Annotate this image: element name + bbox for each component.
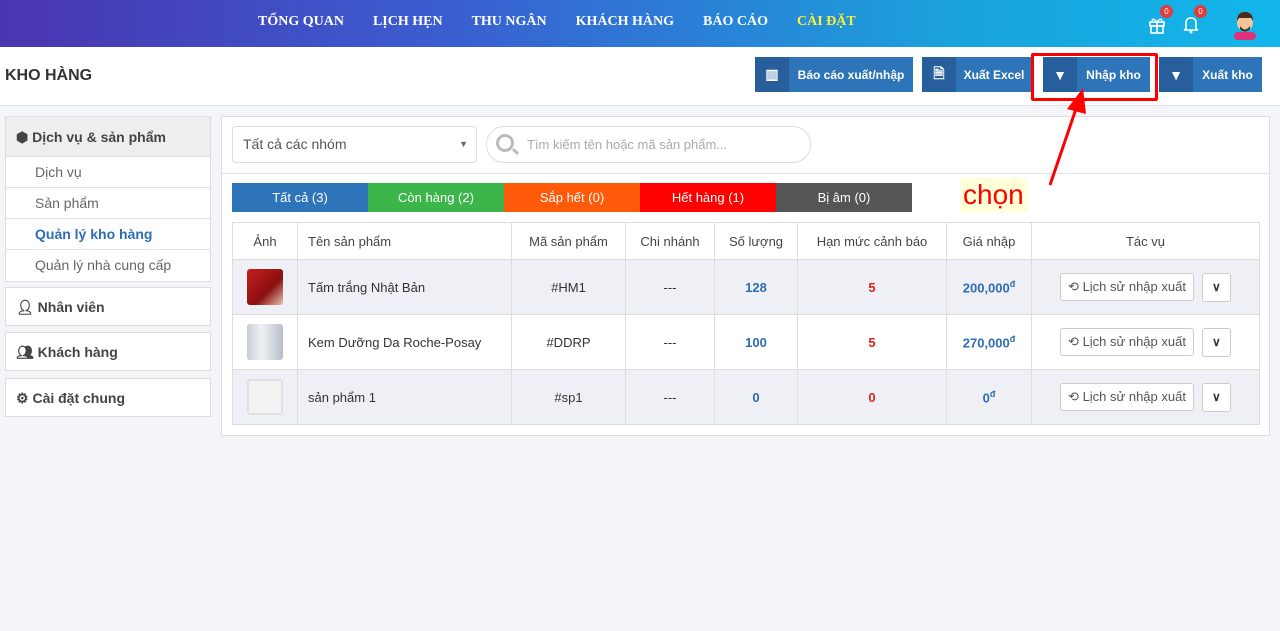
tab-2[interactable]: Sắp hết (0) [504, 183, 640, 212]
users-icon: 👥︎ [16, 344, 38, 360]
sidebar-item-warehouse[interactable]: Quản lý kho hàng [6, 219, 210, 250]
chevron-down-icon[interactable]: ∨ [1201, 382, 1231, 412]
page-title: KHO HÀNG [5, 67, 93, 84]
sidebar-item-settings[interactable]: ⚙ Cài đặt chung [5, 378, 211, 417]
main-nav: TỔNG QUAN LỊCH HẸN THU NGÂN KHÁCH HÀNG B… [258, 14, 856, 30]
sidebar-item-suppliers[interactable]: Quản lý nhà cung cấp [35, 257, 172, 273]
table-row: sản phẩm 1 #sp1 --- 0 0 0đ ⟲ Lịch sử nhậ… [232, 369, 1260, 425]
quantity: 100 [714, 314, 798, 370]
product-code: #HM1 [511, 259, 626, 315]
column-header: Tác vụ [1031, 222, 1260, 260]
nav-cai-dat[interactable]: CÀI ĐẶT [796, 14, 856, 29]
sidebar-products: ⬢ Dịch vụ & sản phẩm Dịch vụ Sản phẩm Qu… [5, 116, 211, 282]
export-excel-button[interactable]: 🗎 Xuất Excel [922, 57, 1032, 92]
history-icon: ⟲ [1068, 279, 1083, 294]
column-header: Chi nhánh [625, 222, 715, 260]
column-header: Ảnh [232, 222, 298, 260]
excel-file-icon: 🗎 [922, 57, 956, 92]
warning-limit: 5 [797, 259, 947, 315]
stock-table: Ảnh Tên sản phẩm Mã sản phẩm Chi nhánh Số lư… [232, 222, 1260, 425]
stock-tabs: Tất cả (3) Còn hàng (2) Sắp hết (0) Hết hàn… [232, 183, 912, 212]
sidebar-item-products[interactable]: Sản phẩm [6, 188, 210, 219]
quantity: 128 [714, 259, 798, 315]
tab-3[interactable]: Hết hàng (1) [640, 183, 776, 212]
caret-down-icon: ▼ [459, 139, 468, 149]
page-header: KHO HÀNG ▥ Báo cáo xuất/nhập 🗎 Xuất Excel … [0, 47, 1280, 106]
product-code: #DDRP [511, 314, 626, 370]
nav-khach-hang[interactable]: KHÁCH HÀNG [575, 14, 675, 29]
history-button[interactable]: ⟲ Lịch sử nhập xuất [1060, 383, 1194, 411]
report-button[interactable]: ▥ Báo cáo xuất/nhập [755, 57, 913, 92]
warehouse-panel: Tất cả các nhóm ▼ Tìm kiếm tên hoặc mã sả… [221, 116, 1270, 436]
import-price: 0đ [946, 369, 1032, 425]
warning-limit: 5 [797, 314, 947, 370]
gear-icon: ⚙ [16, 390, 33, 406]
sidebar-item-services[interactable]: Dịch vụ [6, 157, 210, 188]
search-input[interactable]: Tìm kiếm tên hoặc mã sản phẩm... [486, 126, 811, 163]
sidebar-item-staff[interactable]: 👤︎ Nhân viên [5, 287, 211, 326]
divider [222, 173, 1269, 174]
product-name: sản phẩm 1 [297, 369, 512, 425]
gift-icon[interactable] [1148, 16, 1166, 34]
column-header: Tên sản phẩm [297, 222, 512, 260]
branch: --- [625, 259, 715, 315]
annotation-arrow [1048, 88, 1086, 186]
annotation-highlight-box [1031, 53, 1158, 101]
sidebar-group-products[interactable]: ⬢ Dịch vụ & sản phẩm [6, 117, 210, 157]
column-header: Hạn mức cảnh báo [797, 222, 947, 260]
column-header: Số lượng [714, 222, 798, 260]
history-button[interactable]: ⟲ Lịch sử nhập xuất [1060, 273, 1194, 301]
import-stock-button[interactable]: ▼ Nhập kho [1043, 57, 1150, 92]
cube-icon: ⬢ [16, 129, 33, 145]
warning-limit: 0 [797, 369, 947, 425]
history-icon: ⟲ [1068, 334, 1083, 349]
gift-badge: 0 [1160, 5, 1173, 18]
history-icon: ⟲ [1068, 389, 1083, 404]
product-image [247, 269, 283, 305]
top-navbar: TỔNG QUAN LỊCH HẸN THU NGÂN KHÁCH HÀNG B… [0, 0, 1280, 47]
quantity: 0 [714, 369, 798, 425]
import-price: 270,000đ [946, 314, 1032, 370]
bar-chart-icon: ▥ [755, 57, 789, 92]
branch: --- [625, 314, 715, 370]
bell-badge: 0 [1194, 5, 1207, 18]
table-row: Kem Dưỡng Da Roche-Posay #DDRP --- 100 5… [232, 314, 1260, 370]
tab-4[interactable]: Bị âm (0) [776, 183, 912, 212]
nav-tong-quan[interactable]: TỔNG QUAN [258, 14, 344, 29]
avatar[interactable] [1232, 8, 1258, 40]
nav-thu-ngan[interactable]: THU NGÂN [471, 14, 547, 29]
history-button[interactable]: ⟲ Lịch sử nhập xuất [1060, 328, 1194, 356]
tab-0[interactable]: Tất cả (3) [232, 183, 368, 212]
branch: --- [625, 369, 715, 425]
nav-bao-cao[interactable]: BÁO CÁO [703, 14, 768, 29]
group-select[interactable]: Tất cả các nhóm ▼ [232, 126, 477, 163]
export-stock-button[interactable]: ▼ Xuất kho [1159, 57, 1262, 92]
annotation-text: chọn [960, 178, 1027, 212]
product-image [247, 324, 283, 360]
chevron-down-icon[interactable]: ∨ [1201, 272, 1231, 302]
product-image [247, 379, 283, 415]
sidebar-item-customers[interactable]: 👥︎ Khách hàng [5, 332, 211, 371]
product-name: Tấm trắng Nhật Bản [297, 259, 512, 315]
tab-1[interactable]: Còn hàng (2) [368, 183, 504, 212]
bell-icon[interactable] [1182, 15, 1200, 34]
table-row: Tấm trắng Nhật Bản #HM1 --- 128 5 200,00… [232, 259, 1260, 315]
filter-icon: ▼ [1159, 57, 1193, 92]
import-price: 200,000đ [946, 259, 1032, 315]
column-header: Giá nhập [946, 222, 1032, 260]
nav-lich-hen[interactable]: LỊCH HẸN [372, 14, 443, 29]
column-header: Mã sản phẩm [511, 222, 626, 260]
search-icon [496, 134, 514, 152]
product-name: Kem Dưỡng Da Roche-Posay [297, 314, 512, 370]
user-icon: 👤︎ [16, 299, 38, 315]
chevron-down-icon[interactable]: ∨ [1201, 327, 1231, 357]
filter-icon: ▼ [1043, 57, 1077, 92]
product-code: #sp1 [511, 369, 626, 425]
